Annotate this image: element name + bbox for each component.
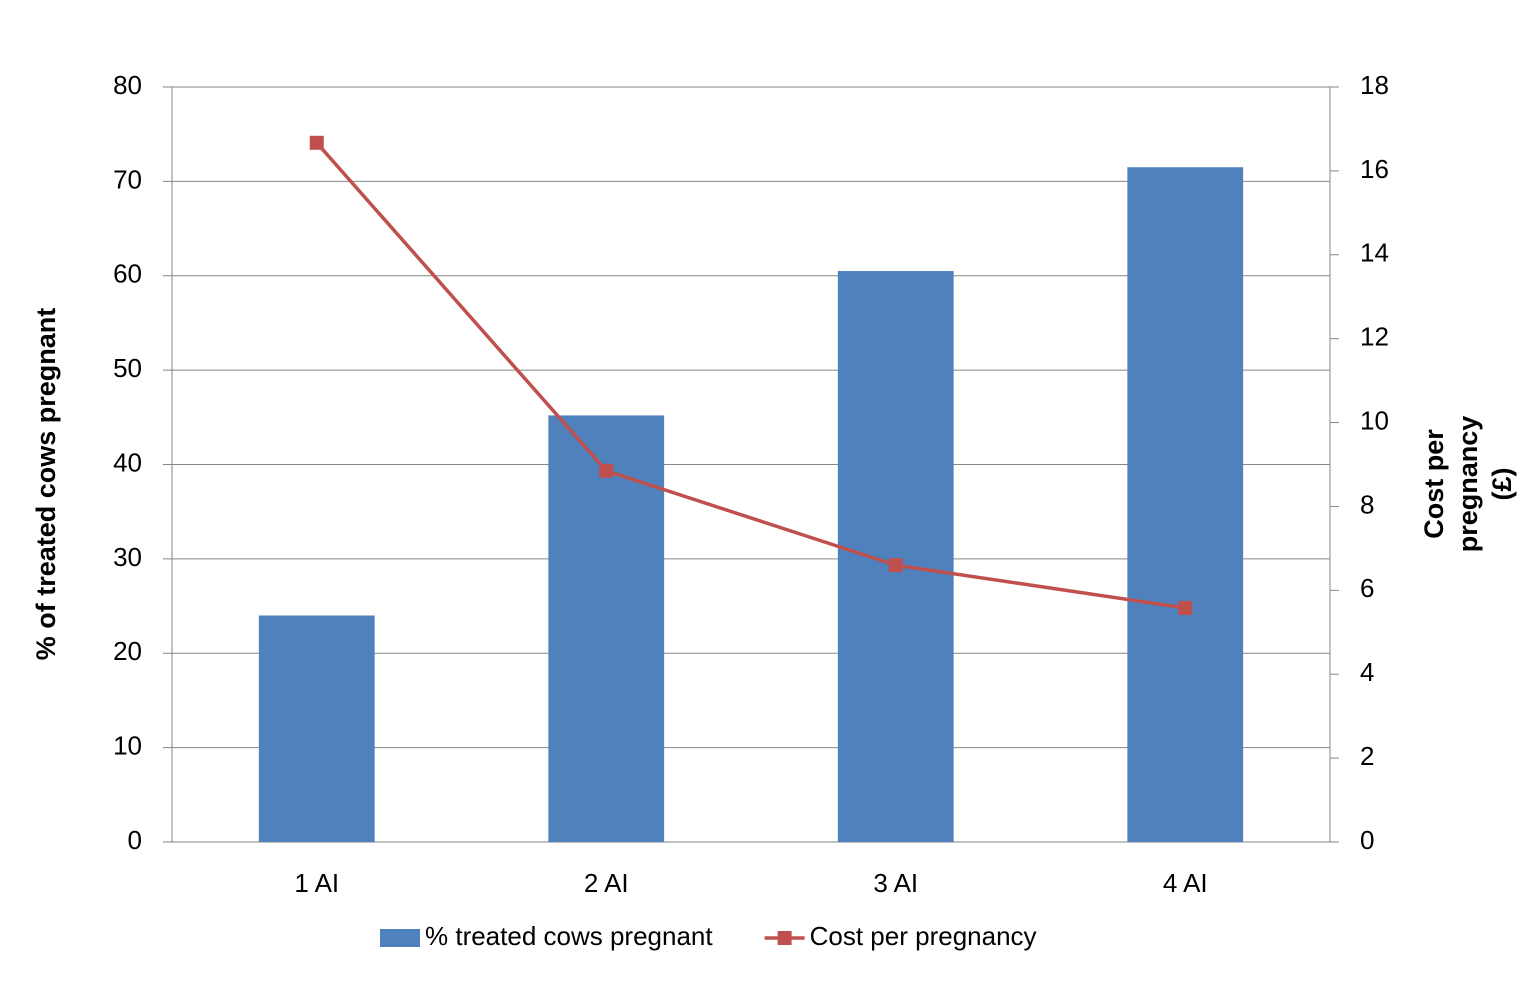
y2-axis-title: Cost per pregnancy (£) — [1419, 416, 1517, 553]
y2-tick-label: 8 — [1360, 489, 1374, 519]
line-marker — [888, 558, 903, 573]
y2-tick-label: 12 — [1360, 322, 1389, 352]
legend-label: % treated cows pregnant — [425, 921, 713, 951]
y-tick-label: 80 — [113, 70, 142, 100]
y-tick-label: 10 — [113, 731, 142, 761]
y-axis-title: % of treated cows pregnant — [31, 308, 61, 661]
x-tick-label: 4 AI — [1163, 868, 1208, 898]
y-tick-label: 30 — [113, 542, 142, 572]
legend-swatch — [380, 929, 420, 947]
y2-tick-label: 0 — [1360, 825, 1374, 855]
line-marker — [1178, 600, 1193, 615]
y-tick-label: 20 — [113, 636, 142, 666]
y2-tick-label: 18 — [1360, 70, 1389, 100]
line-marker — [309, 135, 324, 150]
legend-label: Cost per pregnancy — [810, 921, 1037, 951]
y-tick-label: 0 — [128, 825, 142, 855]
legend-marker — [777, 931, 792, 945]
bar — [1127, 167, 1244, 842]
y2-tick-label: 4 — [1360, 657, 1374, 687]
line — [315, 141, 1186, 610]
y2-tick-label: 14 — [1360, 238, 1389, 268]
y-tick-label: 40 — [113, 447, 142, 477]
y2-tick-label: 6 — [1360, 573, 1374, 603]
y2-tick-label: 10 — [1360, 405, 1389, 435]
line-marker — [599, 463, 614, 478]
y2-tick-label: 16 — [1360, 154, 1389, 184]
bar — [837, 271, 954, 842]
y-tick-label: 50 — [113, 353, 142, 383]
bar — [548, 415, 665, 842]
x-tick-label: 2 AI — [584, 868, 629, 898]
y-tick-label: 60 — [113, 259, 142, 289]
y-tick-label: 70 — [113, 164, 142, 194]
y2-tick-label: 2 — [1360, 741, 1374, 771]
x-tick-label: 1 AI — [294, 868, 339, 898]
bar — [258, 615, 375, 842]
x-tick-label: 3 AI — [873, 868, 918, 898]
